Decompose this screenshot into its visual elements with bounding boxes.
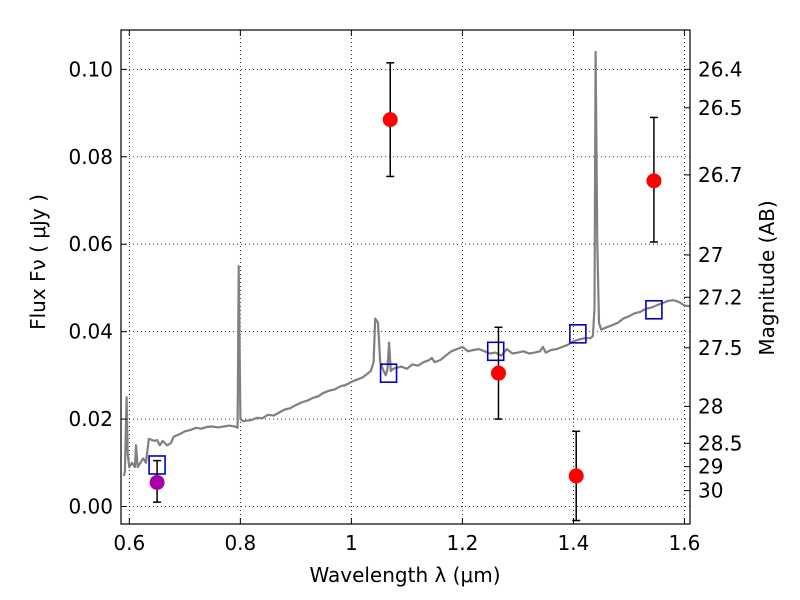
magnitude-tick-label: 28 [698,394,723,418]
magnitude-tick-label: 26.7 [698,163,743,187]
x-tick-label: 1.4 [558,531,590,555]
x-tick-label: 1.2 [446,531,478,555]
red-point-marker [569,468,584,483]
magnitude-tick-label: 27 [698,243,723,267]
magenta-point-marker [150,475,165,490]
magnitude-tick-label: 27.5 [698,336,743,360]
x-tick-label: 1 [345,531,358,555]
y-axis-title-left: Flux Fν ( μJy ) [26,194,50,330]
chart: 0.6 0.8 1 1.2 1.4 1.6 0.00 0.02 0.04 0.06 0.08 0.10… [0,0,800,600]
y-axis-title-right: Magnitude (AB) [755,200,779,355]
x-tick-label: 1.6 [669,531,701,555]
red-point-marker [383,112,398,127]
y-tick-label: 0.10 [68,57,113,81]
red-point-marker [646,173,661,188]
magnitude-tick-label: 26.5 [698,96,743,120]
x-axis-title: Wavelength λ (μm) [309,563,500,587]
y-tick-label: 0.02 [68,407,113,431]
y-tick-label: 0.08 [68,145,113,169]
magnitude-tick-label: 28.5 [698,431,743,455]
background [0,0,800,600]
x-tick-label: 0.6 [113,531,145,555]
y-tick-label: 0.04 [68,320,113,344]
red-point-marker [491,366,506,381]
magnitude-tick-label: 27.2 [698,285,743,309]
x-tick-label: 0.8 [224,531,256,555]
magnitude-tick-label: 29 [698,455,723,479]
y-tick-label: 0.06 [68,232,113,256]
magnitude-tick-label: 30 [698,479,723,503]
magnitude-tick-label: 26.4 [698,57,743,81]
y-tick-label: 0.00 [68,495,113,519]
